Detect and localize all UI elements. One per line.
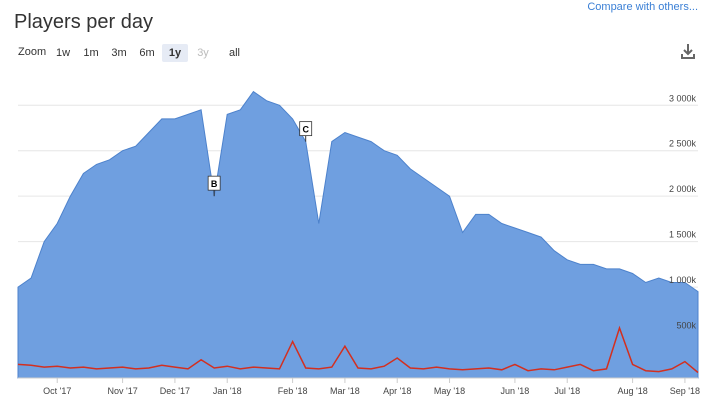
zoom-button[interactable]: 1m [83, 47, 98, 59]
zoom-button[interactable]: all [229, 47, 240, 59]
y-tick-label: 1 500k [669, 230, 697, 240]
x-tick-label: Feb '18 [278, 386, 308, 396]
x-tick-label: Nov '17 [107, 386, 137, 396]
y-tick-label: 2 500k [669, 139, 697, 149]
x-tick-label: Mar '18 [330, 386, 360, 396]
zoom-button[interactable]: 1w [56, 47, 70, 59]
zoom-label: Zoom [18, 46, 46, 58]
download-icon[interactable] [681, 44, 695, 59]
zoom-button-bg [162, 44, 188, 62]
annotation-label: C [302, 125, 309, 135]
area [17, 90, 699, 379]
y-tick-label: 3 000k [669, 93, 697, 103]
y-tick-label: 500k [676, 321, 696, 331]
x-tick-label: Oct '17 [43, 386, 71, 396]
x-tick-label: Jan '18 [213, 386, 242, 396]
x-tick-label: Aug '18 [617, 386, 647, 396]
line [17, 325, 699, 374]
x-tick-label: Dec '17 [160, 386, 190, 396]
zoom-button[interactable]: 1y [169, 47, 182, 59]
zoom-button[interactable]: 6m [139, 47, 154, 59]
chart-title: Players per day [14, 11, 153, 33]
x-tick-label: Apr '18 [383, 386, 411, 396]
y-tick-label: 2 000k [669, 184, 697, 194]
x-tick-label: Jul '18 [554, 386, 580, 396]
y-tick-label: 1 000k [669, 275, 697, 285]
annotation-box [207, 175, 221, 191]
annotation-label: B [211, 179, 218, 189]
x-tick-label: Jun '18 [501, 386, 530, 396]
compare-link[interactable]: Compare with others... [587, 1, 698, 13]
zoom-button[interactable]: 3m [111, 47, 126, 59]
x-tick-label: Sep '18 [670, 386, 700, 396]
x-tick-label: May '18 [434, 386, 465, 396]
annotation-box [299, 121, 313, 137]
zoom-button[interactable]: 3y [197, 47, 209, 59]
